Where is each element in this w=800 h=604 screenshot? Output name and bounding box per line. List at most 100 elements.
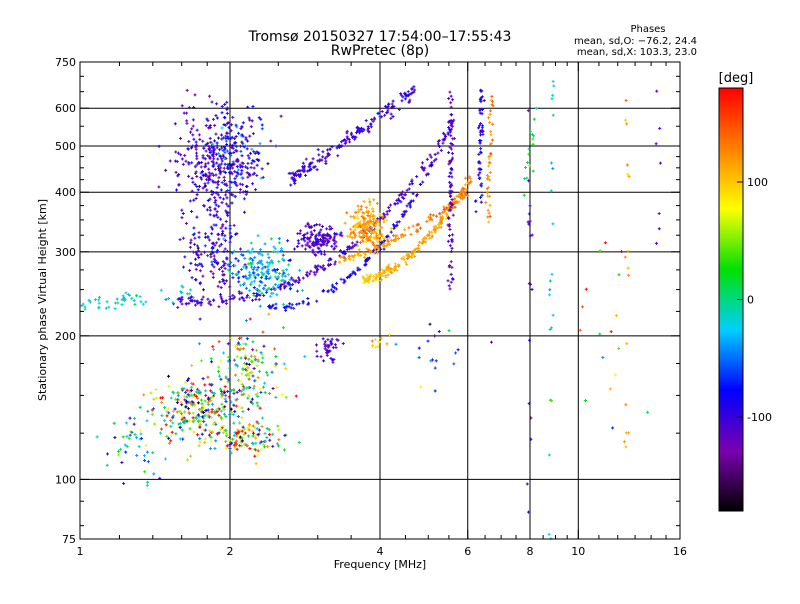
data-point — [263, 242, 267, 246]
data-point — [527, 222, 531, 226]
data-point — [225, 196, 229, 200]
data-point — [293, 279, 297, 283]
data-point — [271, 432, 275, 436]
data-point — [477, 152, 481, 156]
data-point — [197, 133, 201, 137]
data-point — [416, 223, 420, 227]
data-point — [324, 161, 328, 165]
data-point — [449, 118, 453, 122]
data-point — [198, 137, 202, 141]
data-point — [187, 139, 191, 143]
data-point — [303, 354, 307, 358]
data-point — [301, 276, 305, 280]
data-point — [488, 214, 492, 218]
data-point — [450, 121, 454, 125]
data-point — [217, 136, 221, 140]
data-point — [177, 173, 181, 177]
data-point — [550, 97, 554, 101]
data-point — [383, 104, 387, 108]
data-point — [408, 205, 412, 209]
data-point — [403, 233, 407, 237]
data-point — [457, 200, 461, 204]
data-point — [113, 436, 117, 440]
colorbar-tick-label: -100 — [747, 411, 772, 424]
data-point — [402, 234, 406, 238]
data-point — [282, 448, 286, 452]
data-point — [377, 279, 381, 283]
data-point — [259, 447, 263, 451]
data-point — [298, 229, 302, 233]
data-point — [467, 181, 471, 185]
data-point — [226, 268, 230, 272]
data-point — [220, 111, 224, 115]
data-point — [216, 193, 220, 197]
data-point — [451, 98, 455, 102]
data-point — [159, 431, 163, 435]
data-point — [206, 181, 210, 185]
data-point — [224, 139, 228, 143]
data-point — [80, 304, 84, 308]
data-point — [623, 255, 627, 259]
data-point — [480, 182, 484, 186]
data-point — [551, 79, 555, 83]
data-point — [409, 232, 413, 236]
data-point — [386, 108, 390, 112]
data-point — [488, 109, 492, 113]
data-point — [423, 166, 427, 170]
data-point — [210, 172, 214, 176]
data-point — [257, 298, 261, 302]
data-point — [389, 116, 393, 120]
data-point — [201, 154, 205, 158]
data-point — [203, 399, 207, 403]
data-point — [123, 299, 127, 303]
data-point — [228, 231, 232, 235]
data-point — [231, 166, 235, 170]
y-tick-label: 300 — [55, 246, 76, 259]
data-point — [189, 146, 193, 150]
data-point — [367, 130, 371, 134]
data-point — [627, 273, 631, 277]
data-point — [222, 237, 226, 241]
data-point — [309, 269, 313, 273]
data-point — [266, 445, 270, 449]
data-point — [446, 239, 450, 243]
data-point — [349, 215, 353, 219]
data-point — [269, 237, 273, 241]
data-point — [622, 440, 626, 444]
data-point — [185, 111, 189, 115]
data-point — [351, 270, 355, 274]
data-point — [381, 271, 385, 275]
data-point — [209, 269, 213, 273]
data-point — [333, 343, 337, 347]
data-point — [362, 200, 366, 204]
data-point — [303, 247, 307, 251]
data-point — [181, 212, 185, 216]
grid-lines — [80, 62, 680, 539]
data-point — [334, 287, 338, 291]
data-point — [163, 419, 167, 423]
data-point — [283, 284, 287, 288]
data-point — [386, 273, 390, 277]
data-point — [98, 295, 102, 299]
data-point — [152, 397, 156, 401]
data-point — [200, 432, 204, 436]
data-point — [212, 254, 216, 258]
data-point — [212, 117, 216, 121]
data-point — [449, 280, 453, 284]
data-point — [232, 358, 236, 362]
data-point — [235, 355, 239, 359]
data-point — [146, 480, 150, 484]
data-point — [451, 156, 455, 160]
data-point — [551, 93, 555, 97]
data-point — [163, 405, 167, 409]
data-point — [396, 201, 400, 205]
data-point — [315, 270, 319, 274]
data-point — [657, 212, 661, 216]
data-point — [218, 293, 222, 297]
data-point — [146, 460, 150, 464]
data-point — [197, 342, 201, 346]
data-point — [247, 296, 251, 300]
data-point — [449, 127, 453, 131]
data-point — [401, 95, 405, 99]
data-point — [387, 269, 391, 273]
